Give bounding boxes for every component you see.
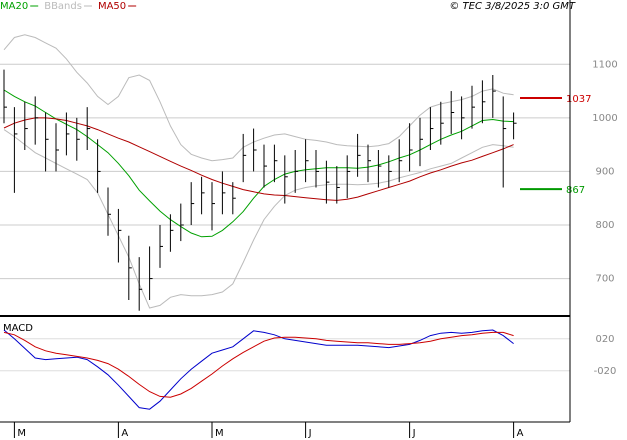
y-tick-label: 900 — [595, 166, 614, 177]
x-tick-label: A — [517, 428, 524, 439]
legend-label: BBands — [44, 1, 82, 12]
y-tick-label: 020 — [595, 334, 614, 345]
y-tick-label: -020 — [594, 366, 617, 377]
chart-header: © TEC 3/8/2025 3:0 GMT — [449, 1, 576, 12]
legend-label: MA20 — [0, 1, 28, 12]
y-tick-label: 800 — [595, 220, 614, 231]
x-tick-label: M — [215, 428, 224, 439]
y-tick-label: 1000 — [592, 113, 617, 124]
bband-lower — [3, 129, 514, 309]
y-tick-label: 700 — [595, 274, 614, 285]
ma50-line — [3, 117, 514, 201]
x-tick-label: J — [412, 428, 416, 439]
x-tick-label: M — [17, 428, 26, 439]
x-tick-label: J — [308, 428, 312, 439]
level-label: 1037 — [566, 94, 591, 105]
bband-upper — [3, 34, 514, 162]
macd-line — [3, 329, 514, 410]
ma20-line — [3, 89, 514, 238]
y-tick-label: 1100 — [592, 59, 617, 70]
level-label: 867 — [566, 185, 585, 196]
macd-title: MACD — [3, 323, 33, 334]
x-tick-label: A — [121, 428, 128, 439]
legend-label: MA50 — [98, 1, 126, 12]
macd-line — [3, 331, 514, 398]
